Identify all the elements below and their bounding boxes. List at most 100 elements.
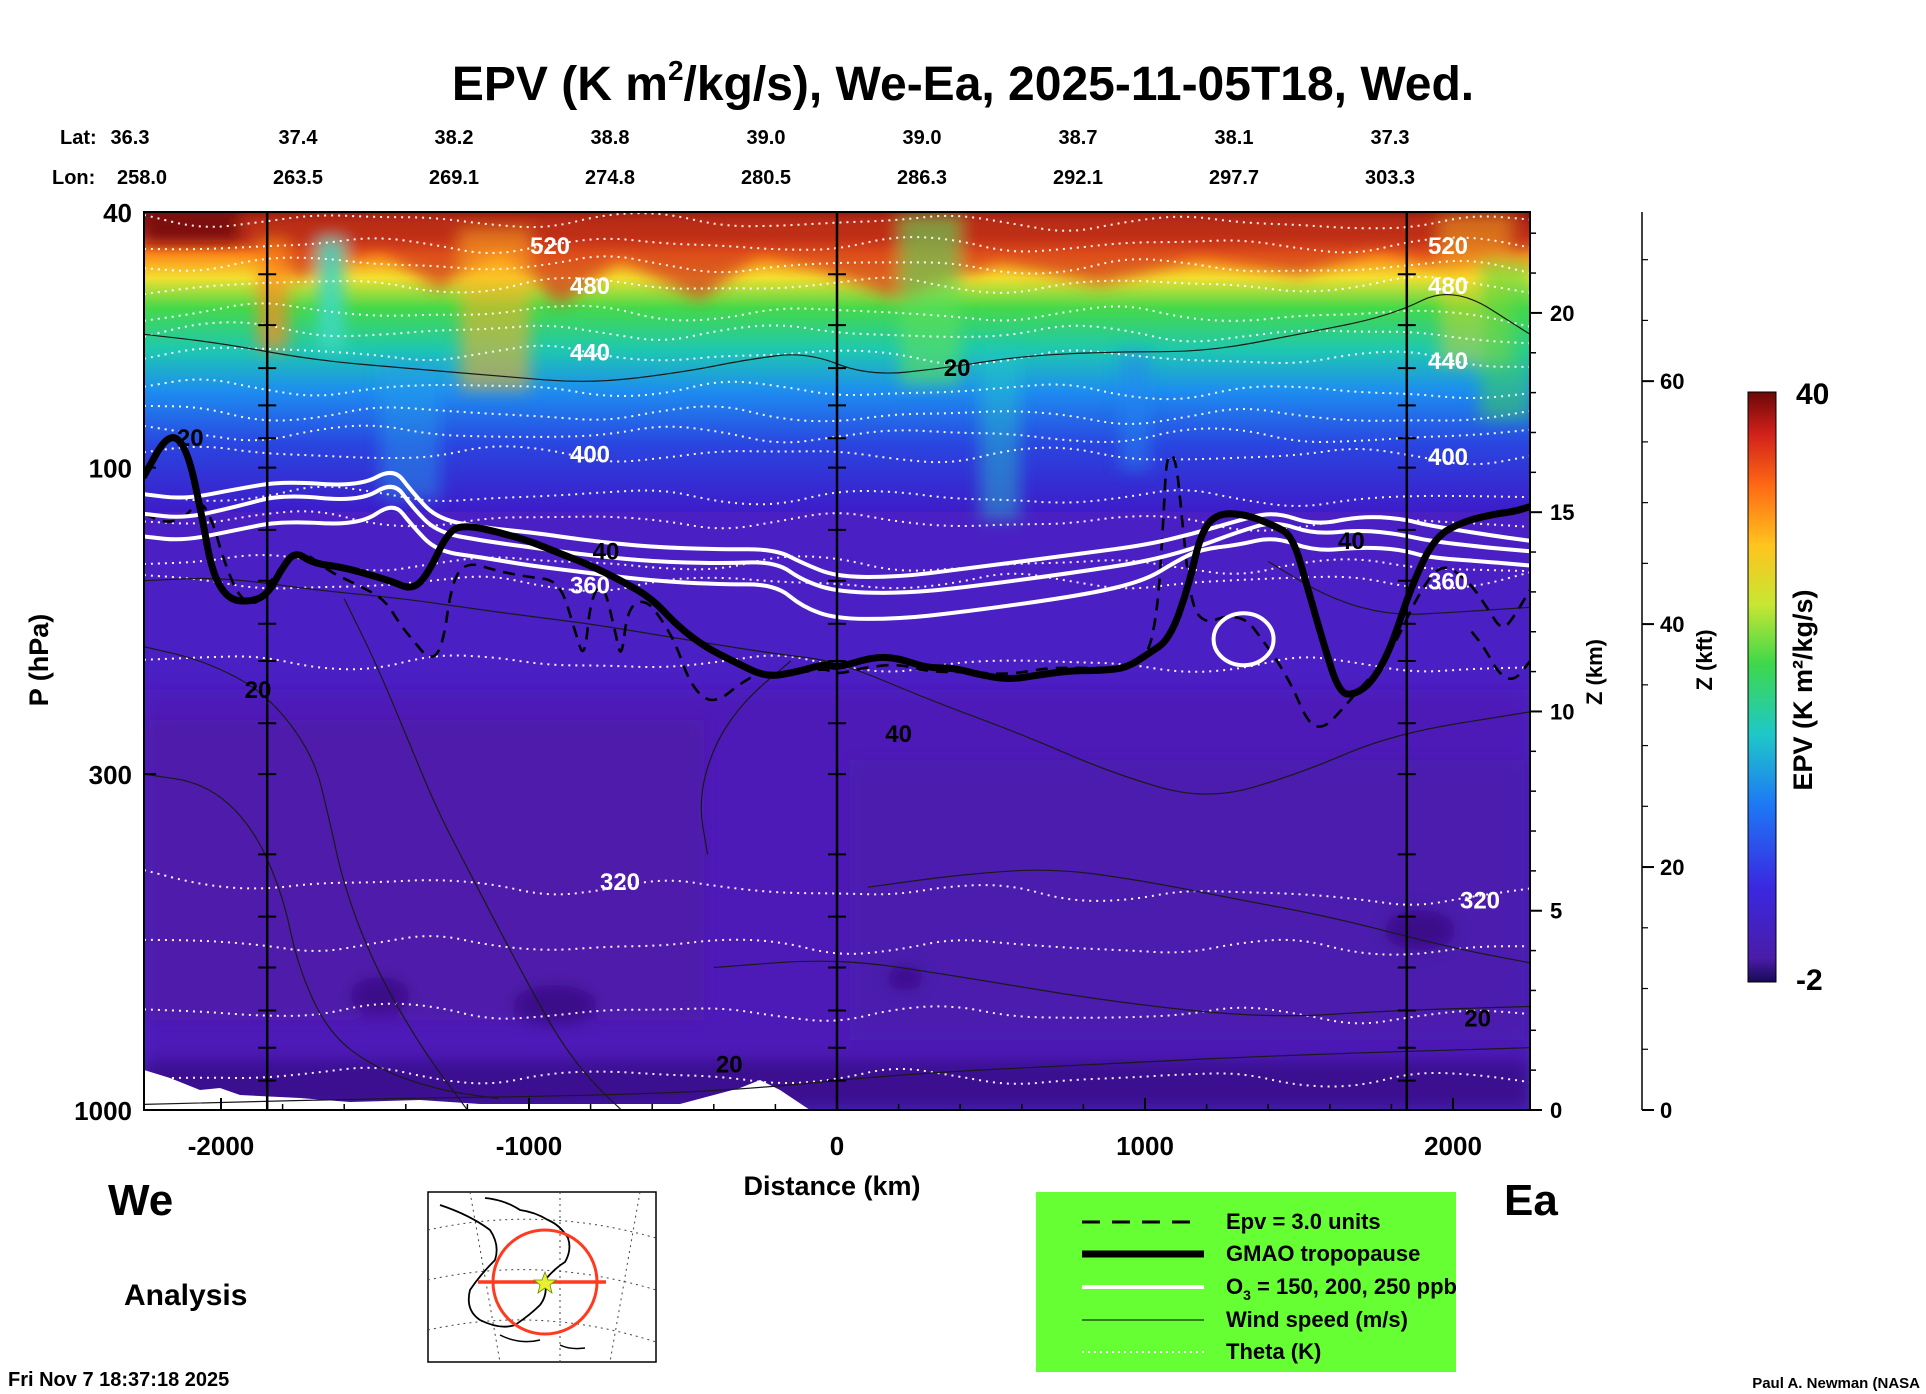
theta-contour <box>144 510 1530 532</box>
colorbar-label: EPV (K m²/kg/s) <box>1788 589 1818 790</box>
ozone-contour-200 <box>144 484 1530 595</box>
z-km-tick-label: 5 <box>1550 899 1562 924</box>
y-tick-label: 1000 <box>74 1096 132 1126</box>
colorbar-gradient <box>1747 391 1777 983</box>
theta-contour <box>144 654 1530 673</box>
z-kft-tick-label: 0 <box>1660 1098 1672 1123</box>
lon-value: 274.8 <box>585 167 635 189</box>
wind-contour <box>343 598 622 1110</box>
z-km-tick-label: 20 <box>1550 301 1574 326</box>
theta-contour <box>144 485 1530 507</box>
x-tick-label: -1000 <box>496 1131 563 1161</box>
x-tick-label: 1000 <box>1116 1131 1174 1161</box>
z-kft-tick-label: 60 <box>1660 369 1684 394</box>
y-tick-label: 300 <box>89 760 132 790</box>
wind-contour <box>144 773 499 1100</box>
lat-value: 38.7 <box>1059 127 1098 149</box>
theta-contour <box>144 869 1530 906</box>
lon-value: 269.1 <box>429 167 479 189</box>
wind-contour <box>700 660 792 855</box>
legend-item-ozone: O3 = 150, 200, 250 ppb <box>1226 1274 1457 1303</box>
epv-3-unit-contour <box>144 453 1530 728</box>
wind-speed-contours <box>144 294 1530 1110</box>
wind-label: 40 <box>1338 528 1365 555</box>
chart-title: EPV (K m2/kg/s), We-Ea, 2025-11-05T18, W… <box>452 55 1474 111</box>
colorbar: 40 -2 EPV (K m²/kg/s) <box>1747 378 1829 997</box>
lon-value: 286.3 <box>897 167 947 189</box>
wind-contour <box>713 960 1530 1017</box>
wind-label: 20 <box>716 1052 743 1079</box>
lon-value: 297.7 <box>1209 167 1259 189</box>
x-axis: -2000 -1000 0 1000 2000 <box>188 1098 1482 1161</box>
wind-label: 20 <box>177 425 204 452</box>
wind-contour <box>867 869 1530 964</box>
legend-box <box>1036 1192 1456 1372</box>
lat-value: 39.0 <box>747 127 786 149</box>
wind-contour <box>1267 560 1530 615</box>
z-km-tick-label: 15 <box>1550 500 1574 525</box>
lat-value: 36.3 <box>111 127 150 149</box>
wind-contour <box>144 646 468 1110</box>
lon-values-row: 258.0 263.5 269.1 274.8 280.5 286.3 292.1 297.7… <box>117 167 1415 189</box>
epv-dashed-contour <box>1470 630 1530 681</box>
lon-value: 263.5 <box>273 167 323 189</box>
lon-label: Lon: <box>52 167 95 189</box>
lon-value: 280.5 <box>741 167 791 189</box>
theta-label: 520 <box>1428 233 1468 260</box>
theta-label: 360 <box>570 572 610 599</box>
colorbar-max-label: 40 <box>1796 378 1829 411</box>
wind-label: 20 <box>245 677 272 704</box>
wind-label: 20 <box>944 355 971 382</box>
z-km-tick-label: 10 <box>1550 699 1574 724</box>
wind-label: 40 <box>593 538 620 565</box>
legend-item-tropopause: GMAO tropopause <box>1226 1241 1420 1266</box>
theta-contour <box>144 255 1530 275</box>
lat-value: 39.0 <box>903 127 942 149</box>
wind-contour-labels: 20 20 40 20 40 40 20 20 <box>177 355 1491 1079</box>
x-axis-label: Distance (km) <box>743 1171 920 1201</box>
z-km-axis: 0 5 10 15 20 <box>1530 232 1574 1123</box>
ozone-closed-contour <box>1211 611 1276 668</box>
lon-value: 292.1 <box>1053 167 1103 189</box>
x-tick-label: 2000 <box>1424 1131 1482 1161</box>
lat-value: 38.2 <box>435 127 474 149</box>
lat-value: 38.8 <box>591 127 630 149</box>
theta-contour <box>144 236 1530 254</box>
theta-contour <box>144 378 1530 401</box>
east-label: Ea <box>1504 1176 1558 1225</box>
z-kft-axis: 0 20 40 60 <box>1641 212 1684 1123</box>
z-kft-tick-label: 20 <box>1660 855 1684 880</box>
map-coastline <box>439 1197 571 1328</box>
map-center-star-icon <box>532 1270 558 1294</box>
y-axis: 40 100 300 1000 <box>74 198 156 1126</box>
lon-value: 303.3 <box>1365 167 1415 189</box>
theta-label: 320 <box>1460 887 1500 914</box>
legend: Epv = 3.0 units GMAO tropopause O3 = 150… <box>1036 1192 1457 1372</box>
theta-contour <box>144 344 1530 368</box>
lat-value: 37.4 <box>279 127 319 149</box>
lat-label: Lat: <box>60 127 97 149</box>
theta-label: 400 <box>1428 444 1468 471</box>
theta-label: 320 <box>600 869 640 896</box>
lat-value: 38.1 <box>1215 127 1254 149</box>
theta-contour <box>144 424 1530 444</box>
wind-contour <box>144 294 1530 382</box>
lat-values-row: 36.3 37.4 38.2 38.8 39.0 39.0 38.7 38.1 37.3 <box>111 127 1410 149</box>
wind-label: 20 <box>1464 1005 1491 1032</box>
ozone-contour-150 <box>144 470 1530 580</box>
tropopause-path <box>144 434 1530 698</box>
gmao-tropopause-line <box>144 434 1530 698</box>
vertical-reference-lines <box>258 212 1416 1110</box>
theta-contour <box>144 404 1530 425</box>
theta-label: 440 <box>1428 348 1468 375</box>
west-label: We <box>108 1176 173 1225</box>
lat-value: 37.3 <box>1371 127 1410 149</box>
z-km-axis-label: Z (km) <box>1582 639 1607 705</box>
z-kft-tick-label: 40 <box>1660 612 1684 637</box>
x-tick-label: 0 <box>830 1131 844 1161</box>
y-tick-label: 40 <box>103 198 132 228</box>
theta-label: 520 <box>530 233 570 260</box>
theta-label: 440 <box>570 340 610 367</box>
